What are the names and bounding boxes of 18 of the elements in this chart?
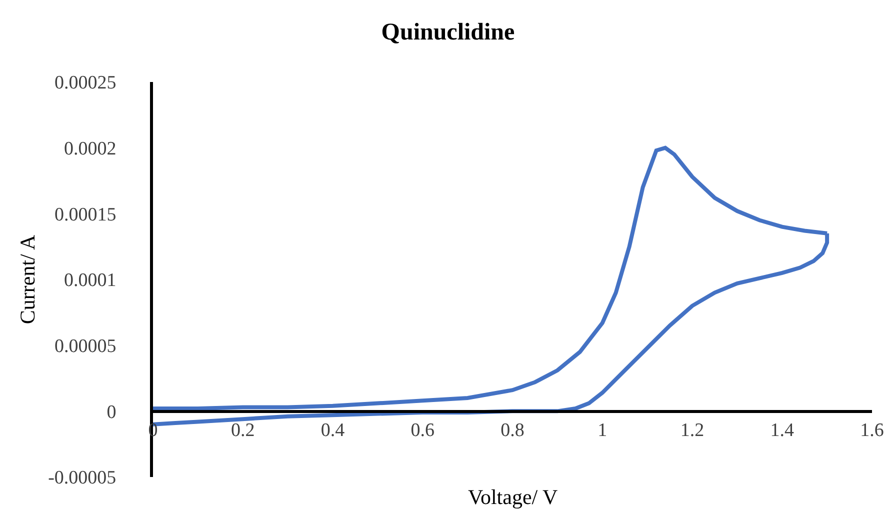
chart-title: Quinuclidine (381, 20, 516, 46)
x-axis-title: Voltage/ V (468, 485, 558, 509)
x-tick-label: 0.2 (231, 420, 255, 441)
y-axis-title: Current/ A (15, 234, 40, 324)
x-tick-label: 1.6 (860, 420, 884, 441)
x-tick-label: 1.4 (770, 420, 795, 441)
y-tick-label: 0 (106, 402, 116, 423)
y-tick-label: 0.0002 (64, 138, 116, 160)
y-tick-label: 0.00015 (54, 204, 116, 226)
y-tick-label: 0.00025 (54, 72, 116, 94)
x-tick-label: 1.2 (680, 420, 704, 441)
x-tick-label: 0.8 (500, 420, 524, 441)
y-tick-label: 0.00005 (54, 336, 116, 357)
y-tick-label: 0.0001 (64, 270, 116, 292)
y-tick-label: -0.00005 (48, 468, 116, 489)
x-tick-label: 1 (598, 420, 608, 441)
x-tick-label: 0.6 (410, 420, 435, 441)
x-tick-label: 0.4 (320, 420, 346, 441)
